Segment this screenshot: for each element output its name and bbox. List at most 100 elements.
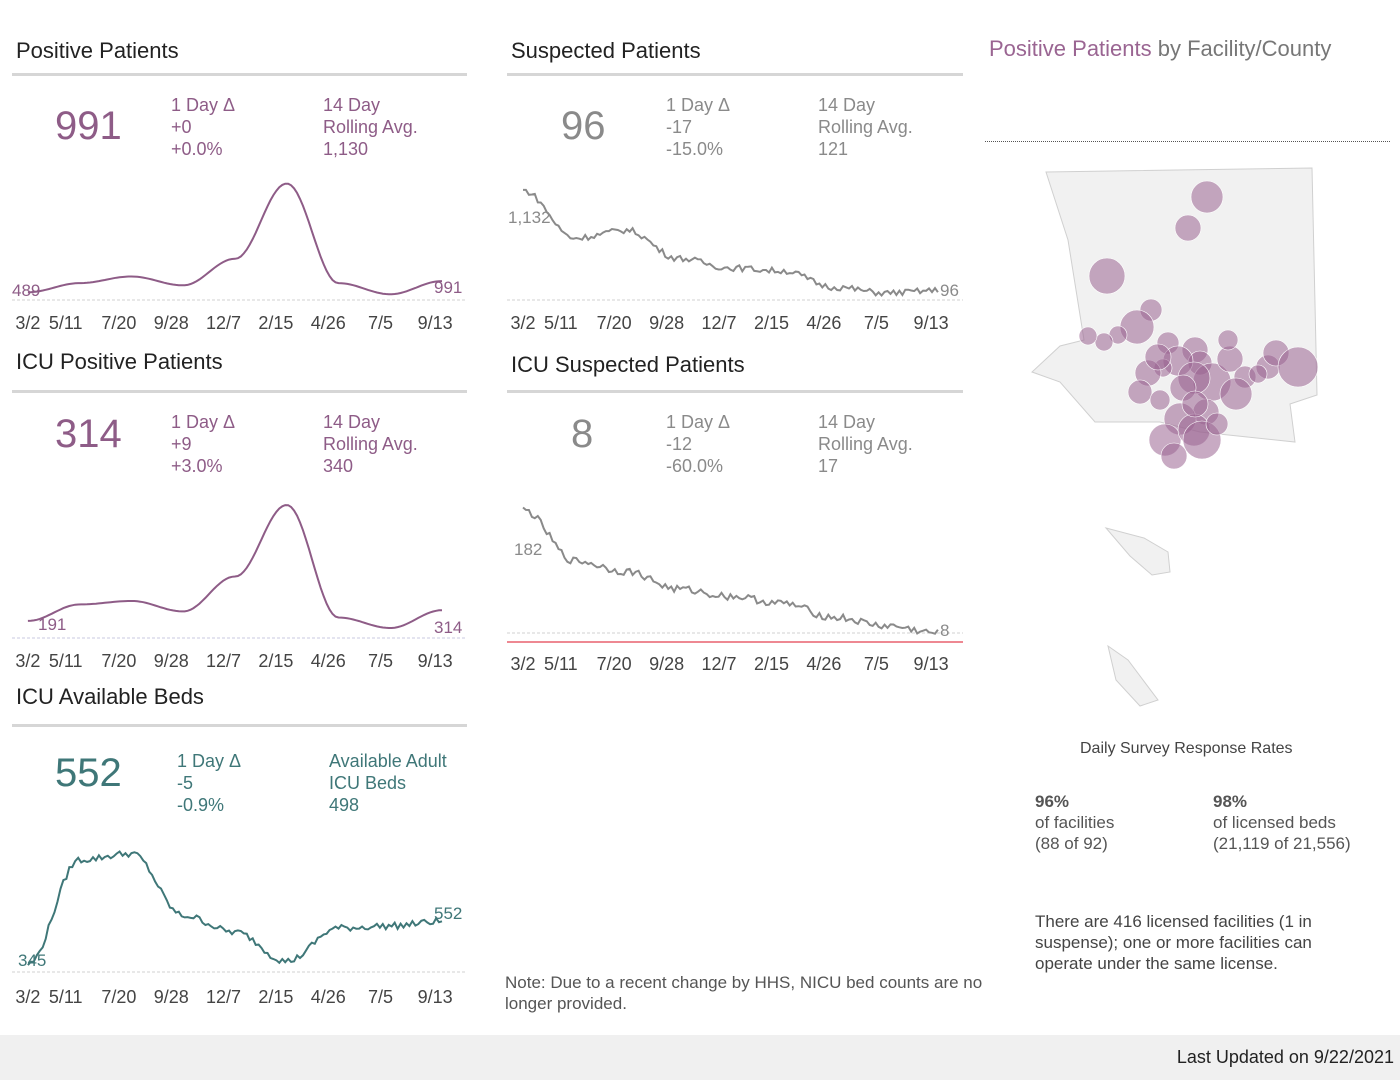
facility-bubble[interactable]: [1094, 332, 1114, 352]
licensed-facilities-info: There are 416 licensed facilities (1 in …: [1035, 912, 1312, 973]
suspected-x-axis: 3/2 5/11 7/20 9/28 12/7 2/15 4/26 7/5 9/13: [507, 313, 963, 335]
icu-beds-value: 552: [55, 751, 122, 795]
x-tick-label: 12/7: [701, 313, 737, 333]
x-tick-label: 2/15: [258, 313, 294, 333]
footer-bar: Last Updated on 9/22/2021: [0, 1035, 1400, 1080]
x-tick-label: 12/7: [206, 651, 242, 671]
x-tick-label: 9/13: [417, 313, 453, 333]
series-line: [27, 504, 443, 629]
positive-patients-title: Positive Patients: [16, 38, 179, 63]
icu-suspected-delta: 1 Day Δ -12 -60.0%: [666, 412, 731, 476]
icu-beds-trend-chart[interactable]: [12, 840, 467, 975]
positive-delta: 1 Day Δ +0 +0.0%: [171, 95, 236, 159]
positive-trend-chart[interactable]: [12, 170, 467, 305]
x-tick-label: 4/26: [806, 313, 842, 333]
x-tick-label: 9/28: [649, 654, 685, 674]
series-line: [27, 182, 443, 296]
facility-bubble[interactable]: [1127, 379, 1153, 405]
x-tick-label: 9/13: [417, 651, 453, 671]
icu-positive-end-label: 314: [434, 618, 463, 637]
icu-beds-end-label: 552: [434, 904, 463, 923]
x-tick-label: 5/11: [48, 651, 83, 671]
x-tick-label: 12/7: [701, 654, 737, 674]
x-tick-label: 5/11: [543, 313, 578, 333]
x-tick-label: 7/20: [596, 313, 632, 333]
last-updated: Last Updated on 9/22/2021: [1176, 1047, 1394, 1067]
icu-beds-adult-available: Available Adult ICU Beds 498: [329, 751, 447, 815]
facility-bubble[interactable]: [1144, 343, 1172, 371]
facility-bubble[interactable]: [1217, 329, 1239, 351]
suspected-rolling-avg: 14 Day Rolling Avg. 121: [818, 95, 913, 159]
positive-rolling-avg: 14 Day Rolling Avg. 1,130: [323, 95, 418, 159]
divider: [12, 724, 467, 727]
x-tick-label: 9/13: [913, 654, 949, 674]
facility-bubble[interactable]: [1088, 257, 1126, 295]
series-line: [523, 188, 939, 298]
suspected-value: 96: [561, 104, 606, 148]
x-tick-label: 7/20: [101, 651, 137, 671]
positive-value: 991: [55, 104, 122, 148]
x-tick-label: 7/5: [863, 313, 889, 333]
x-tick-label: 4/26: [310, 651, 346, 671]
suspected-patients-title: Suspected Patients: [511, 38, 701, 63]
positive-start-label: 489: [12, 281, 41, 300]
x-tick-label: 3/2: [510, 654, 536, 674]
x-tick-label: 7/5: [368, 651, 394, 671]
x-tick-label: 9/28: [153, 313, 189, 333]
divider: [12, 390, 467, 393]
facility-bubble[interactable]: [1181, 390, 1209, 418]
x-tick-label: 9/28: [153, 651, 189, 671]
icu-suspected-trend-chart[interactable]: [507, 495, 963, 645]
x-tick-label: 7/20: [101, 987, 137, 1007]
facility-bubble[interactable]: [1219, 377, 1253, 411]
facility-bubble[interactable]: [1160, 442, 1188, 470]
icu-suspected-x-axis: 3/2 5/11 7/20 9/28 12/7 2/15 4/26 7/5 9/13: [507, 654, 963, 676]
x-tick-label: 5/11: [48, 313, 83, 333]
suspected-start-label: 1,132: [508, 208, 551, 227]
divider: [12, 73, 467, 76]
icu-beds-x-axis: 3/2 5/11 7/20 9/28 12/7 2/15 4/26 7/5 9/13: [12, 987, 467, 1009]
x-tick-label: 4/26: [310, 313, 346, 333]
x-tick-label: 3/2: [15, 313, 41, 333]
facility-bubble[interactable]: [1149, 389, 1171, 411]
series-line: [522, 506, 939, 635]
x-tick-label: 12/7: [206, 987, 242, 1007]
icu-suspected-start-label: 182: [514, 540, 543, 559]
x-tick-label: 9/13: [913, 313, 949, 333]
x-tick-label: 9/28: [153, 987, 189, 1007]
x-tick-label: 12/7: [206, 313, 242, 333]
map-title: Positive Patients by Facility/County: [989, 36, 1332, 61]
x-tick-label: 3/2: [15, 987, 41, 1007]
suspected-delta: 1 Day Δ -17 -15.0%: [666, 95, 731, 159]
x-tick-label: 2/15: [753, 313, 789, 333]
x-tick-label: 4/26: [310, 987, 346, 1007]
x-tick-label: 5/11: [48, 987, 83, 1007]
icu-positive-title: ICU Positive Patients: [16, 349, 223, 374]
facility-bubble[interactable]: [1190, 180, 1224, 214]
x-tick-label: 2/15: [258, 987, 294, 1007]
x-tick-label: 3/2: [510, 313, 536, 333]
x-tick-label: 9/13: [417, 987, 453, 1007]
icu-positive-trend-chart[interactable]: [12, 490, 467, 640]
x-tick-label: 7/5: [368, 987, 394, 1007]
x-tick-label: 9/28: [649, 313, 685, 333]
facility-bubble[interactable]: [1078, 326, 1098, 346]
survey-beds: 98% of licensed beds (21,119 of 21,556): [1213, 792, 1351, 853]
x-tick-label: 7/20: [596, 654, 632, 674]
survey-facilities: 96% of facilities (88 of 92): [1035, 792, 1115, 853]
icu-positive-x-axis: 3/2 5/11 7/20 9/28 12/7 2/15 4/26 7/5 9/13: [12, 651, 467, 673]
icu-positive-start-label: 191: [38, 615, 67, 634]
x-tick-label: 3/2: [15, 651, 41, 671]
icu-positive-value: 314: [55, 412, 122, 456]
facility-bubble[interactable]: [1248, 364, 1268, 384]
icu-suspected-rolling-avg: 14 Day Rolling Avg. 17: [818, 412, 913, 476]
facility-bubble[interactable]: [1205, 412, 1229, 436]
facility-bubble[interactable]: [1174, 214, 1202, 242]
county-map[interactable]: [1020, 160, 1350, 720]
suspected-trend-chart[interactable]: [507, 178, 963, 303]
facility-bubble[interactable]: [1277, 346, 1319, 388]
nicu-note: Note: Due to a recent change by HHS, NIC…: [505, 973, 983, 1013]
x-tick-label: 2/15: [753, 654, 789, 674]
x-tick-label: 7/5: [368, 313, 394, 333]
x-tick-label: 7/20: [101, 313, 137, 333]
